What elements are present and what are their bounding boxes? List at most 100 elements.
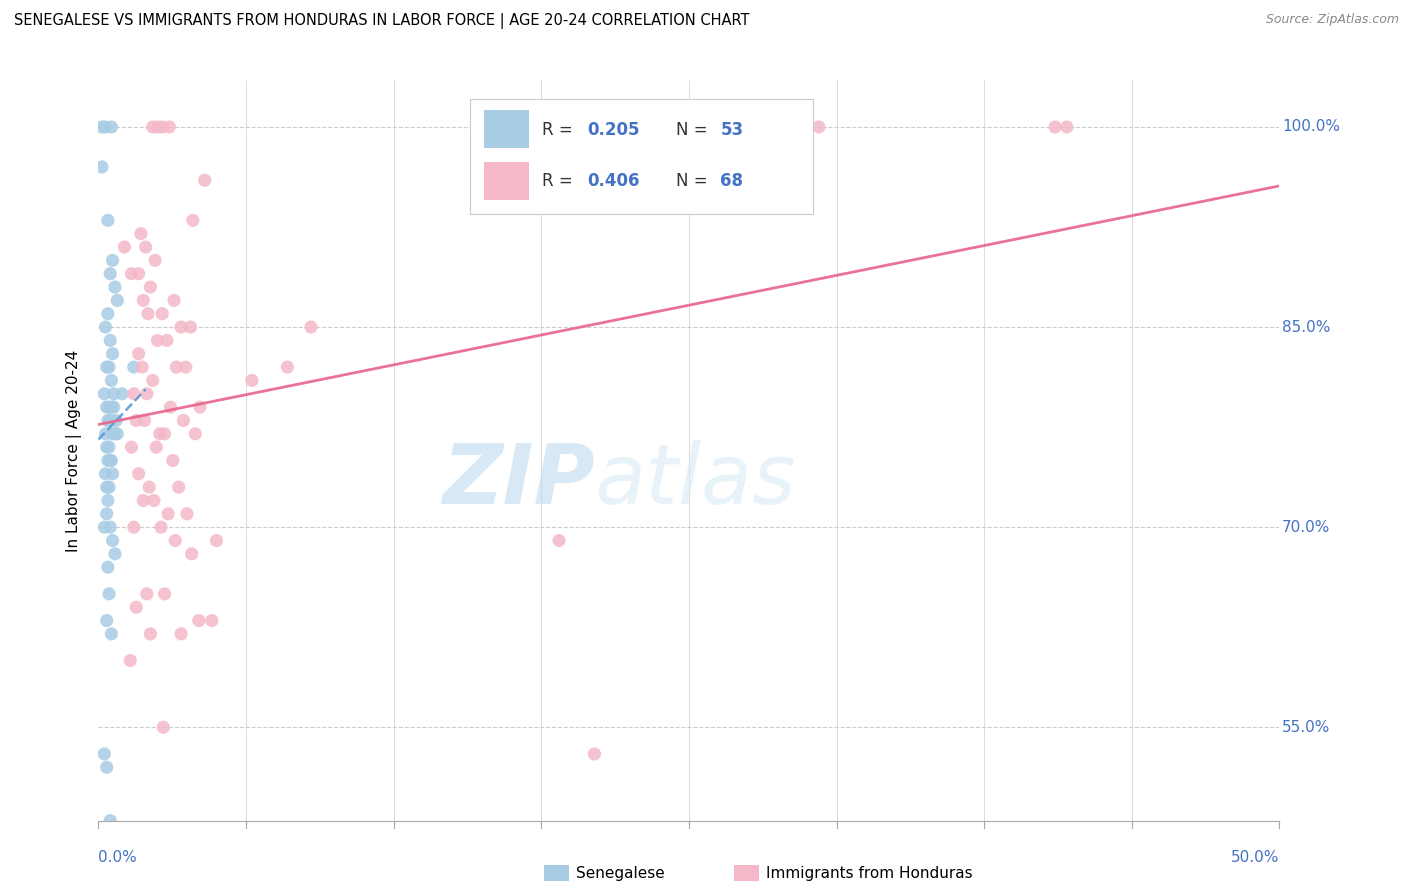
Point — [142, 120, 165, 134]
Point — [142, 373, 165, 387]
Point — [128, 267, 150, 281]
Point — [100, 373, 122, 387]
Point — [93, 386, 115, 401]
Point — [101, 426, 124, 441]
Text: Source: ZipAtlas.com: Source: ZipAtlas.com — [1265, 13, 1399, 27]
Point — [194, 173, 217, 187]
Text: Immigrants from Honduras: Immigrants from Honduras — [766, 866, 973, 881]
Point — [548, 533, 571, 548]
Point — [98, 520, 121, 534]
Point — [98, 587, 121, 601]
Point — [139, 627, 162, 641]
Point — [94, 467, 117, 481]
Point — [176, 507, 198, 521]
FancyBboxPatch shape — [734, 865, 759, 881]
Text: 50.0%: 50.0% — [1232, 850, 1279, 865]
Point — [146, 120, 169, 134]
Point — [131, 360, 153, 375]
Point — [1043, 120, 1066, 134]
Point — [134, 413, 156, 427]
Point — [98, 440, 121, 454]
Point — [150, 520, 173, 534]
Point — [149, 426, 172, 441]
Point — [97, 307, 120, 321]
Text: 85.0%: 85.0% — [1282, 319, 1330, 334]
Point — [163, 293, 186, 308]
Point — [98, 400, 121, 414]
Point — [122, 360, 145, 375]
Point — [172, 413, 194, 427]
Point — [100, 400, 122, 414]
Point — [180, 547, 202, 561]
Point — [104, 426, 127, 441]
Point — [156, 334, 179, 348]
Point — [105, 293, 128, 308]
Point — [122, 386, 145, 401]
Point — [142, 493, 165, 508]
FancyBboxPatch shape — [544, 865, 569, 881]
Point — [98, 360, 121, 375]
Point — [165, 533, 187, 548]
Point — [91, 160, 114, 174]
Point — [146, 334, 169, 348]
Text: N =: N = — [676, 120, 713, 139]
Point — [96, 360, 118, 375]
Point — [96, 614, 118, 628]
Point — [103, 400, 125, 414]
Point — [100, 453, 122, 467]
Point — [98, 814, 121, 828]
Point — [94, 320, 117, 334]
Point — [132, 293, 155, 308]
Point — [128, 467, 150, 481]
Point — [121, 440, 143, 454]
FancyBboxPatch shape — [484, 111, 529, 148]
Point — [97, 453, 120, 467]
Point — [145, 440, 167, 454]
Point — [100, 627, 122, 641]
Point — [181, 213, 204, 227]
Point — [157, 507, 180, 521]
Point — [94, 426, 117, 441]
Text: 68: 68 — [720, 172, 744, 190]
Point — [94, 120, 117, 134]
Point — [96, 480, 118, 494]
Point — [150, 307, 173, 321]
Point — [174, 360, 197, 375]
Text: ZIP: ZIP — [441, 440, 595, 521]
Point — [201, 614, 224, 628]
Point — [96, 400, 118, 414]
FancyBboxPatch shape — [484, 162, 529, 200]
Point — [276, 360, 298, 375]
Point — [97, 493, 120, 508]
Point — [122, 520, 145, 534]
Point — [136, 307, 159, 321]
Text: SENEGALESE VS IMMIGRANTS FROM HONDURAS IN LABOR FORCE | AGE 20-24 CORRELATION CH: SENEGALESE VS IMMIGRANTS FROM HONDURAS I… — [14, 13, 749, 29]
Y-axis label: In Labor Force | Age 20-24: In Labor Force | Age 20-24 — [66, 350, 83, 551]
Point — [135, 587, 157, 601]
Point — [93, 747, 115, 761]
Point — [167, 480, 190, 494]
Point — [104, 547, 127, 561]
Point — [299, 320, 322, 334]
Point — [97, 413, 120, 427]
Point — [159, 400, 181, 414]
Point — [1056, 120, 1078, 134]
Point — [91, 120, 114, 134]
Text: 0.0%: 0.0% — [98, 850, 138, 865]
Point — [96, 507, 118, 521]
Point — [101, 533, 124, 548]
Point — [112, 240, 135, 254]
Point — [583, 747, 606, 761]
Point — [98, 267, 121, 281]
Point — [96, 760, 118, 774]
Point — [96, 440, 118, 454]
Point — [143, 253, 166, 268]
Point — [128, 347, 150, 361]
Text: 100.0%: 100.0% — [1282, 120, 1340, 135]
Text: R =: R = — [543, 120, 578, 139]
Point — [97, 560, 120, 574]
Point — [205, 533, 228, 548]
Point — [98, 413, 121, 427]
Point — [98, 480, 121, 494]
Point — [105, 413, 128, 427]
